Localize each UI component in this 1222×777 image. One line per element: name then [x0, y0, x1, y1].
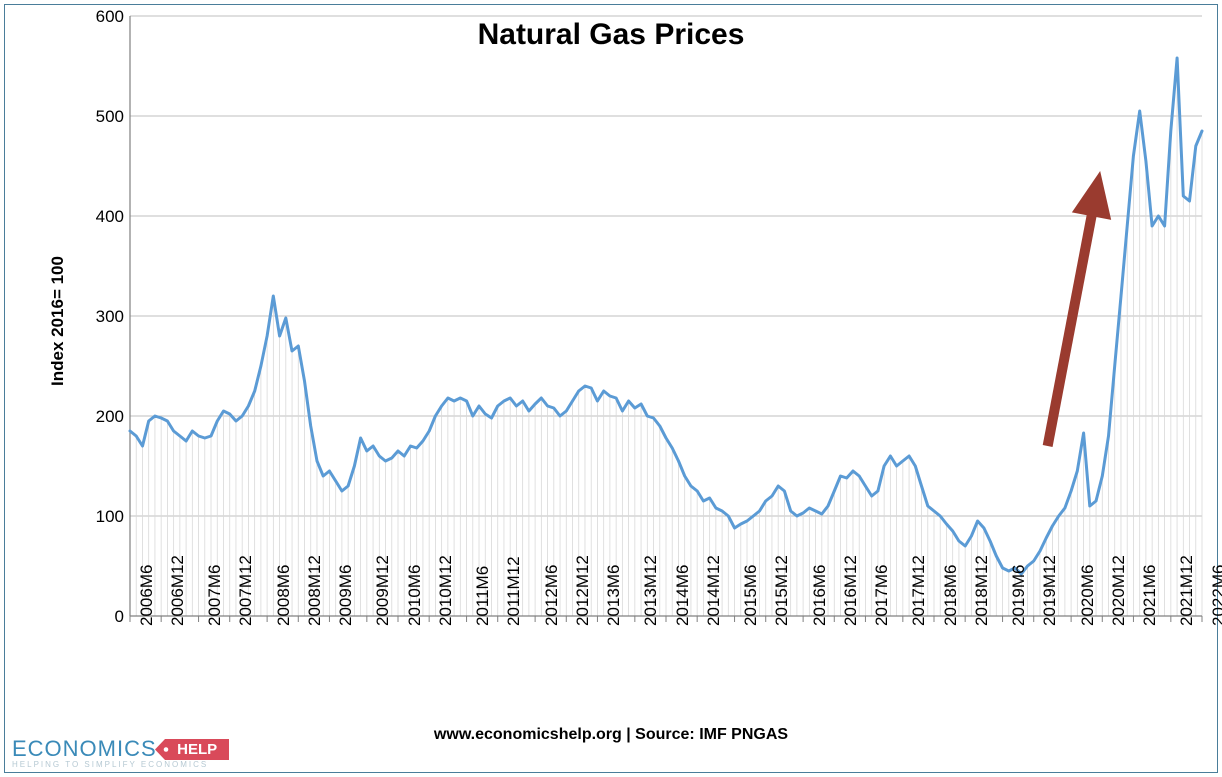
chart-title: Natural Gas Prices [0, 18, 1222, 52]
logo-tagline: HELPING TO SIMPLIFY ECONOMICS [12, 760, 227, 769]
x-tick-label: 2015M12 [772, 555, 792, 626]
y-tick-label: 400 [76, 207, 124, 227]
x-tick-label: 2015M6 [741, 565, 761, 626]
x-tick-label: 2010M12 [436, 555, 456, 626]
logo-word1: ECONOMICS [12, 736, 157, 761]
logo-word2: HELP [177, 741, 217, 758]
x-tick-label: 2011M6 [473, 566, 493, 626]
x-tick-label: 2021M6 [1140, 565, 1160, 626]
x-tick-label: 2007M6 [205, 565, 225, 626]
x-tick-label: 2009M12 [373, 555, 393, 626]
x-tick-label: 2012M12 [573, 555, 593, 626]
x-tick-label: 2013M12 [641, 555, 661, 626]
x-tick-label: 2018M12 [972, 555, 992, 626]
y-tick-label: 600 [76, 7, 124, 27]
x-tick-label: 2017M12 [909, 555, 929, 626]
x-tick-label: 2013M6 [604, 565, 624, 626]
x-tick-label: 2006M12 [168, 555, 188, 626]
y-tick-label: 0 [76, 607, 124, 627]
y-tick-label: 200 [76, 407, 124, 427]
chart-svg [0, 0, 1222, 777]
x-tick-label: 2016M6 [810, 565, 830, 626]
x-tick-label: 2014M6 [673, 565, 693, 626]
x-tick-label: 2012M6 [542, 565, 562, 626]
y-tick-label: 500 [76, 107, 124, 127]
x-tick-label: 2017M6 [872, 565, 892, 626]
y-axis-label: Index 2016= 100 [48, 256, 68, 386]
x-tick-label: 2014M12 [704, 555, 724, 626]
x-tick-label: 2006M6 [137, 565, 157, 626]
chart-container: Natural Gas Prices Index 2016= 100 www.e… [0, 0, 1222, 777]
x-tick-label: 2008M6 [274, 565, 294, 626]
y-tick-label: 100 [76, 507, 124, 527]
x-tick-label: 2022M6 [1209, 565, 1222, 626]
x-tick-label: 2018M6 [941, 565, 961, 626]
x-tick-label: 2007M12 [236, 555, 256, 626]
x-tick-label: 2019M12 [1040, 555, 1060, 626]
x-tick-label: 2010M6 [405, 565, 425, 626]
x-tick-label: 2016M12 [841, 555, 861, 626]
x-tick-label: 2021M12 [1177, 555, 1197, 626]
x-tick-label: 2009M6 [336, 565, 356, 626]
x-tick-label: 2020M6 [1078, 565, 1098, 626]
x-tick-label: 2020M12 [1109, 555, 1129, 626]
x-tick-label: 2008M12 [305, 555, 325, 626]
y-tick-label: 300 [76, 307, 124, 327]
x-tick-label: 2019M6 [1009, 565, 1029, 626]
site-logo: ECONOMICS HELP HELPING TO SIMPLIFY ECONO… [12, 736, 227, 769]
x-tick-label: 2011M12 [504, 556, 524, 626]
logo-tag: HELP [165, 739, 227, 760]
